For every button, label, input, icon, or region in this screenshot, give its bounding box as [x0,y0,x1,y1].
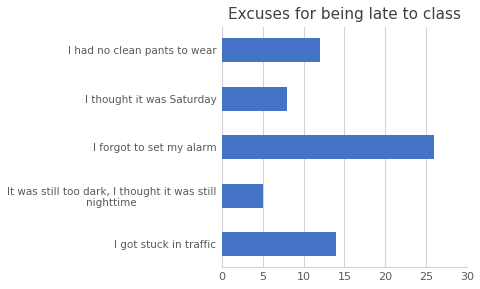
Bar [221,135,433,159]
Bar [221,232,336,256]
Bar [221,184,262,208]
Bar [221,38,319,62]
Title: Excuses for being late to class: Excuses for being late to class [228,7,460,22]
Bar [221,87,287,111]
